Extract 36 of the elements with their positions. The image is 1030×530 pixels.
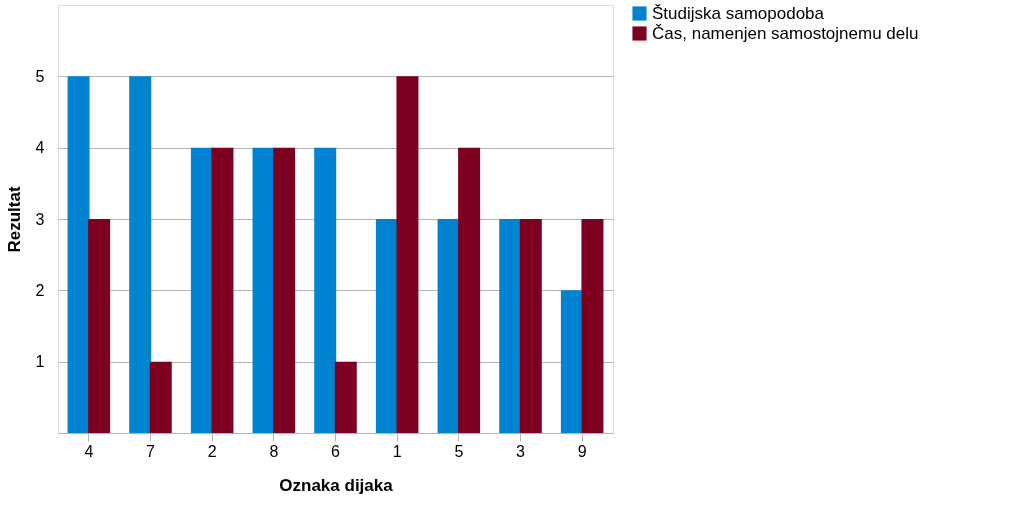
bar xyxy=(211,147,234,433)
y-tick-label: 2 xyxy=(35,281,45,299)
bar xyxy=(437,219,460,433)
x-tick-label: 7 xyxy=(146,442,156,460)
y-axis-title: Rezultat xyxy=(4,186,24,253)
x-tick-label: 2 xyxy=(207,442,217,460)
bar xyxy=(375,219,398,433)
x-tick-label: 5 xyxy=(454,442,464,460)
legend-label: Študijska samopodoba xyxy=(652,3,825,23)
bar xyxy=(519,219,542,433)
bar xyxy=(499,219,522,433)
legend-label: Čas, namenjen samostojnemu delu xyxy=(652,23,919,43)
y-tick-label: 3 xyxy=(35,210,45,228)
bar xyxy=(396,76,419,433)
x-tick-label: 8 xyxy=(269,442,279,460)
bar xyxy=(334,361,357,433)
bar xyxy=(273,147,296,433)
x-tick-label: 1 xyxy=(392,442,402,460)
y-tick-label: 5 xyxy=(35,67,45,85)
bar xyxy=(581,219,604,433)
bar xyxy=(458,147,481,433)
bar xyxy=(67,76,90,433)
x-tick-label: 3 xyxy=(516,442,526,460)
y-tick-label: 4 xyxy=(35,139,45,157)
bar xyxy=(252,147,275,433)
x-tick-label: 6 xyxy=(331,442,341,460)
bar xyxy=(88,219,111,433)
x-tick-label: 9 xyxy=(577,442,587,460)
x-tick-label: 4 xyxy=(84,442,94,460)
bar xyxy=(129,76,152,433)
bar xyxy=(560,290,583,433)
bar xyxy=(314,147,337,433)
bar xyxy=(149,361,172,433)
x-axis-title: Oznaka dijaka xyxy=(279,475,394,495)
bar xyxy=(190,147,213,433)
y-tick-label: 1 xyxy=(35,353,45,371)
